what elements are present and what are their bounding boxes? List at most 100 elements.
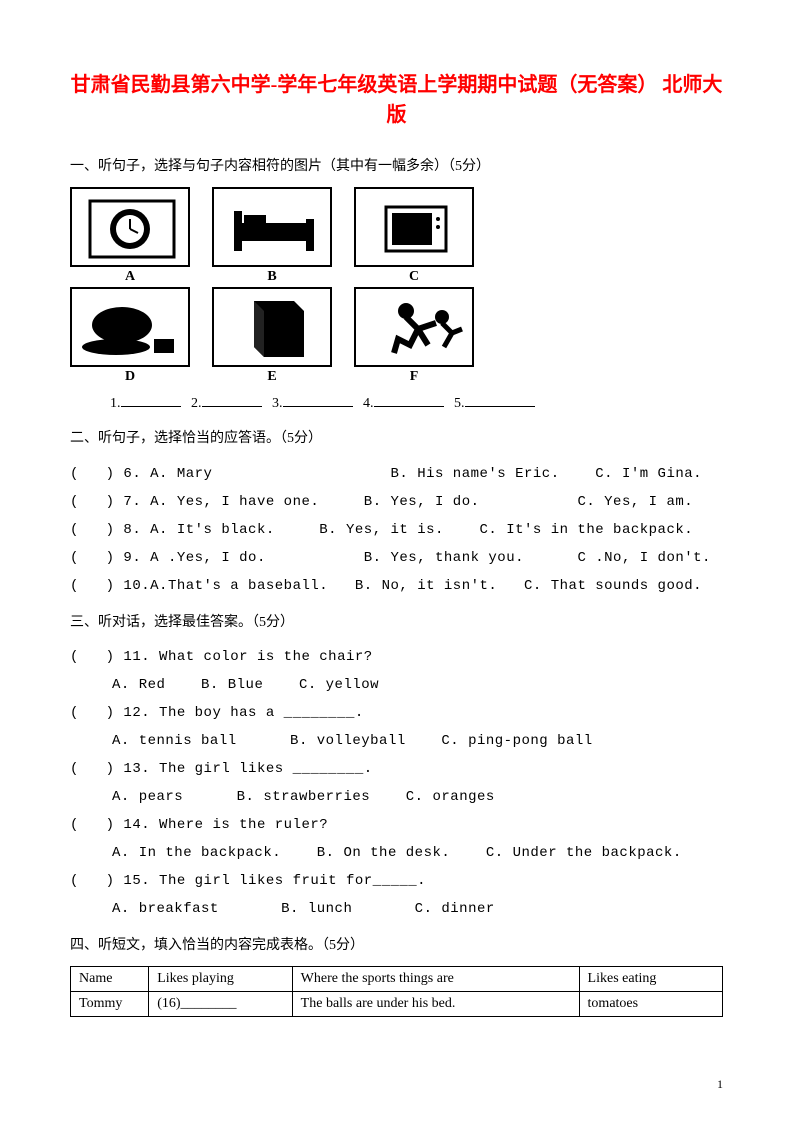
opt-a: A. It's black.: [150, 522, 275, 538]
opt-c: C. I'm Gina.: [595, 466, 702, 482]
option-image-a: [70, 187, 190, 267]
tv-icon: [356, 189, 474, 267]
q-text: The girl likes ________.: [159, 761, 373, 777]
opt-b: B. Blue: [201, 677, 263, 693]
answer-blank[interactable]: [374, 392, 444, 407]
question-row: ( ) 12. The boy has a ________.: [70, 699, 723, 727]
section3-questions: ( ) 11. What color is the chair? A. Red …: [70, 643, 723, 923]
question-row: ( ) 8. A. It's black. B. Yes, it is. C. …: [70, 516, 723, 544]
question-row: ( ) 15. The girl likes fruit for_____.: [70, 867, 723, 895]
q-num: 12: [123, 705, 141, 721]
col-where: Where the sports things are: [292, 966, 579, 991]
book-icon: [214, 289, 332, 367]
option-label: F: [354, 369, 474, 385]
blank-label: 2.: [191, 396, 202, 411]
opt-a: A. tennis ball: [112, 733, 237, 749]
cell-name: Tommy: [71, 991, 149, 1016]
question-row: ( ) 14. Where is the ruler?: [70, 811, 723, 839]
col-likes-eating: Likes eating: [579, 966, 722, 991]
q-num: 15: [123, 873, 141, 889]
option-image-d: [70, 287, 190, 367]
q-num: 9: [123, 550, 132, 566]
image-options: A B: [70, 187, 723, 385]
q-text: The boy has a ________.: [159, 705, 364, 721]
option-label: A: [70, 269, 190, 285]
section1-heading: 一、听句子，选择与句子内容相符的图片（其中有一幅多余）（5分）: [70, 154, 723, 179]
opt-b: B. volleyball: [290, 733, 406, 749]
option-image-c: [354, 187, 474, 267]
opt-a: A. Yes, I have one.: [150, 494, 319, 510]
q-num: 7: [123, 494, 132, 510]
opt-c: C. Under the backpack.: [486, 845, 682, 861]
section4-heading: 四、听短文，填入恰当的内容完成表格。（5分）: [70, 933, 723, 958]
cell-likes-playing[interactable]: (16)________: [149, 991, 292, 1016]
opt-c: C. yellow: [299, 677, 379, 693]
question-row: ( ) 6. A. Mary B. His name's Eric. C. I'…: [70, 460, 723, 488]
opt-b: B. His name's Eric.: [390, 466, 559, 482]
option-label: B: [212, 269, 332, 285]
answer-blank[interactable]: [283, 392, 353, 407]
options-row: A. Red B. Blue C. yellow: [112, 671, 723, 699]
opt-c: C .No, I don't.: [577, 550, 711, 566]
q-text: Where is the ruler?: [159, 817, 328, 833]
section2-questions: ( ) 6. A. Mary B. His name's Eric. C. I'…: [70, 460, 723, 600]
blank-label: 1.: [110, 396, 121, 411]
opt-b: B. lunch: [281, 901, 352, 917]
opt-c: C. Yes, I am.: [577, 494, 693, 510]
col-likes-playing: Likes playing: [149, 966, 292, 991]
opt-a: A. In the backpack.: [112, 845, 281, 861]
answer-blank[interactable]: [121, 392, 181, 407]
bed-icon: [214, 189, 332, 267]
options-row: A. tennis ball B. volleyball C. ping-pon…: [112, 727, 723, 755]
option-image-f: [354, 287, 474, 367]
q-text: The girl likes fruit for_____.: [159, 873, 426, 889]
col-name: Name: [71, 966, 149, 991]
section3-heading: 三、听对话，选择最佳答案。（5分）: [70, 610, 723, 635]
options-row: A. In the backpack. B. On the desk. C. U…: [112, 839, 723, 867]
answer-blank[interactable]: [465, 392, 535, 407]
document-title: 甘肃省民勤县第六中学-学年七年级英语上学期期中试题（无答案） 北师大版: [70, 70, 723, 130]
opt-b: B. Yes, I do.: [364, 494, 480, 510]
q-num: 10: [123, 578, 141, 594]
options-row: A. breakfast B. lunch C. dinner: [112, 895, 723, 923]
opt-b: B. On the desk.: [317, 845, 451, 861]
opt-b: B. Yes, it is.: [319, 522, 444, 538]
option-label: D: [70, 369, 190, 385]
hat-ball-icon: [72, 289, 190, 367]
opt-a: A. Red: [112, 677, 165, 693]
opt-c: C. That sounds good.: [524, 578, 702, 594]
opt-c: C. oranges: [406, 789, 495, 805]
answer-blank[interactable]: [202, 392, 262, 407]
opt-a: A. Mary: [150, 466, 212, 482]
q-num: 8: [123, 522, 132, 538]
question-row: ( ) 10.A.That's a baseball. B. No, it is…: [70, 572, 723, 600]
q-num: 14: [123, 817, 141, 833]
option-image-e: [212, 287, 332, 367]
opt-a: A.That's a baseball.: [150, 578, 328, 594]
q-num: 6: [123, 466, 132, 482]
option-image-b: [212, 187, 332, 267]
section2-heading: 二、听句子，选择恰当的应答语。（5分）: [70, 426, 723, 451]
option-label: E: [212, 369, 332, 385]
question-row: ( ) 7. A. Yes, I have one. B. Yes, I do.…: [70, 488, 723, 516]
clock-in-box-icon: [72, 189, 190, 267]
question-row: ( ) 13. The girl likes ________.: [70, 755, 723, 783]
running-figure-icon: [356, 289, 474, 367]
blank-label: 5.: [454, 396, 465, 411]
q-num: 11: [123, 649, 141, 665]
opt-a: A. breakfast: [112, 901, 219, 917]
page-number: 1: [717, 1077, 723, 1092]
cell-likes-eating: tomatoes: [579, 991, 722, 1016]
listening-table: Name Likes playing Where the sports thin…: [70, 966, 723, 1017]
opt-c: C. ping-pong ball: [441, 733, 592, 749]
opt-a: A .Yes, I do.: [150, 550, 266, 566]
option-label: C: [354, 269, 474, 285]
blank-label: 3.: [272, 396, 283, 411]
question-row: ( ) 11. What color is the chair?: [70, 643, 723, 671]
fill-blanks-row: 1. 2. 3. 4. 5.: [110, 391, 723, 416]
question-row: ( ) 9. A .Yes, I do. B. Yes, thank you. …: [70, 544, 723, 572]
opt-b: B. strawberries: [237, 789, 371, 805]
cell-where: The balls are under his bed.: [292, 991, 579, 1016]
table-row: Tommy (16)________ The balls are under h…: [71, 991, 723, 1016]
opt-a: A. pears: [112, 789, 183, 805]
